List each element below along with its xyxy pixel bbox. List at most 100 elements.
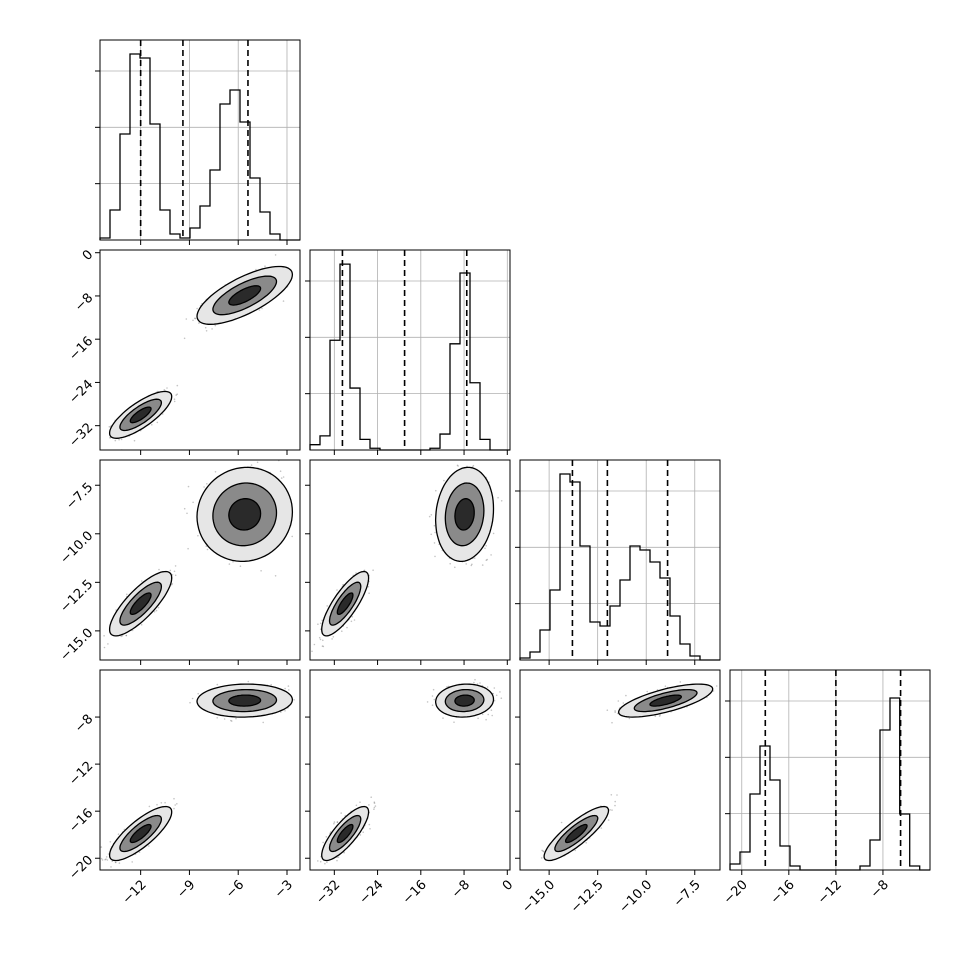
sample-point <box>174 565 177 567</box>
sample-point <box>321 645 324 647</box>
sample-point <box>471 563 473 566</box>
sample-point <box>107 853 110 855</box>
sample-point <box>192 501 194 504</box>
sample-point <box>433 524 436 527</box>
sample-point <box>321 619 323 622</box>
panel-frame <box>309 459 511 661</box>
sample-point <box>434 555 436 558</box>
sample-point <box>485 559 488 561</box>
scatter-panel-2-1 <box>91 249 306 455</box>
density-contour <box>129 406 152 424</box>
sample-point <box>91 440 93 442</box>
sample-point <box>322 645 325 648</box>
sample-point <box>194 317 197 320</box>
sample-point <box>110 866 112 868</box>
sample-point <box>322 639 324 642</box>
histogram-step-line <box>309 263 510 451</box>
sample-point <box>171 583 174 585</box>
sample-point <box>351 616 354 618</box>
sample-point <box>120 635 122 638</box>
sample-point <box>264 265 266 268</box>
sample-point <box>198 322 200 324</box>
panel-frame <box>99 459 301 661</box>
sample-point <box>158 568 160 571</box>
sample-point <box>363 569 366 572</box>
sample-point <box>485 545 488 547</box>
sample-point <box>367 585 370 588</box>
sample-point <box>173 398 176 401</box>
sample-point <box>103 635 105 637</box>
sample-point <box>197 534 199 537</box>
sample-point <box>473 557 476 559</box>
density-contour <box>336 592 354 616</box>
sample-point <box>115 861 117 864</box>
sample-point <box>232 561 234 563</box>
sample-point <box>434 531 436 534</box>
sample-point <box>490 554 492 556</box>
sample-point <box>140 624 143 626</box>
sample-point <box>500 500 503 502</box>
panel-frame <box>519 459 721 661</box>
panel-frame <box>99 39 301 241</box>
sample-point <box>157 606 160 609</box>
density-contour <box>228 498 262 531</box>
sample-point <box>318 636 321 639</box>
sample-point <box>449 562 452 565</box>
sample-point <box>174 574 177 577</box>
sample-point <box>138 851 141 853</box>
sample-point <box>454 566 456 569</box>
sample-point <box>166 387 168 389</box>
sample-point <box>169 569 172 572</box>
sample-point <box>492 532 495 535</box>
sample-point <box>301 508 303 510</box>
sample-point <box>187 485 190 488</box>
sample-point <box>204 326 207 329</box>
histogram-step-line <box>99 53 300 241</box>
sample-point <box>194 317 196 320</box>
sample-point <box>470 564 473 567</box>
sample-point <box>118 438 120 441</box>
sample-point <box>156 803 158 806</box>
sample-point <box>280 477 283 479</box>
sample-point <box>125 634 128 637</box>
sample-point <box>430 514 433 516</box>
sample-point <box>486 558 489 561</box>
sample-point <box>196 307 198 310</box>
sample-point <box>120 438 123 441</box>
sample-point <box>472 464 475 467</box>
sample-point <box>117 833 120 835</box>
sample-point <box>155 609 158 612</box>
sample-point <box>206 483 208 485</box>
sample-point <box>163 389 166 391</box>
sample-point <box>107 643 109 645</box>
sample-point <box>274 575 277 577</box>
sample-point <box>186 512 188 515</box>
histogram-step-line <box>519 473 720 661</box>
sample-point <box>205 330 208 332</box>
sample-point <box>304 265 306 267</box>
density-contour <box>454 498 475 531</box>
sample-point <box>353 619 356 621</box>
sample-point <box>121 635 124 637</box>
sample-point <box>282 476 285 478</box>
density-contour <box>129 592 152 616</box>
sample-point <box>484 547 486 550</box>
sample-point <box>326 605 329 607</box>
sample-point <box>171 574 174 576</box>
sample-point <box>430 533 433 536</box>
sample-point <box>205 545 208 547</box>
sample-point <box>250 464 253 466</box>
sample-point <box>311 650 313 653</box>
sample-point <box>256 461 259 464</box>
sample-point <box>176 384 179 387</box>
sample-point <box>126 593 128 596</box>
scatter-panel-4-1 <box>95 669 301 875</box>
histogram-panel-4 <box>725 669 931 875</box>
histogram-panel-2 <box>305 249 511 455</box>
sample-point <box>279 470 282 473</box>
sample-point <box>114 439 117 442</box>
sample-point <box>346 626 348 629</box>
sample-point <box>313 643 316 646</box>
panel-frame <box>309 249 511 451</box>
